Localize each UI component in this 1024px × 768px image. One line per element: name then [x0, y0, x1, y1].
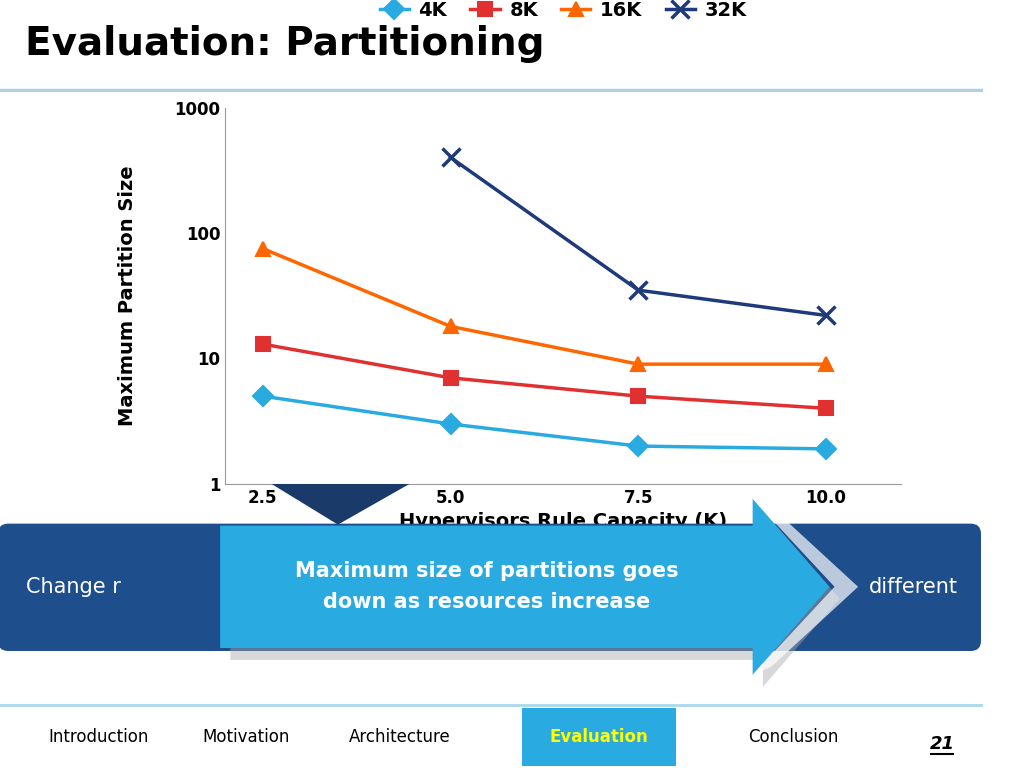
Text: 21: 21	[930, 735, 954, 753]
Text: Change r: Change r	[26, 578, 121, 598]
32K	[820, 311, 833, 320]
Text: Introduction: Introduction	[48, 728, 148, 746]
4K	[257, 392, 269, 401]
Text: Evaluation: Evaluation	[550, 728, 648, 746]
16K	[257, 244, 269, 253]
Text: down as resources increase: down as resources increase	[323, 592, 650, 612]
Line: 8K: 8K	[256, 337, 833, 415]
Text: different: different	[868, 578, 957, 598]
FancyBboxPatch shape	[522, 708, 676, 766]
Legend: 4K, 8K, 16K, 32K: 4K, 8K, 16K, 32K	[372, 0, 755, 28]
32K	[444, 153, 457, 162]
32K	[632, 286, 644, 295]
FancyBboxPatch shape	[0, 524, 981, 651]
Text: Conclusion: Conclusion	[749, 728, 839, 746]
Text: Maximum size of partitions goes: Maximum size of partitions goes	[295, 561, 678, 581]
Text: Motivation: Motivation	[202, 728, 290, 746]
Line: 4K: 4K	[256, 389, 833, 456]
Polygon shape	[230, 511, 840, 687]
4K	[820, 444, 833, 453]
16K	[820, 359, 833, 369]
Text: Architecture: Architecture	[348, 728, 451, 746]
Line: 32K: 32K	[441, 148, 835, 324]
Polygon shape	[271, 484, 410, 525]
4K	[444, 419, 457, 429]
Text: Evaluation: Partitioning: Evaluation: Partitioning	[25, 25, 544, 63]
4K	[632, 442, 644, 451]
Polygon shape	[753, 498, 858, 675]
X-axis label: Hypervisors Rule Capacity (K): Hypervisors Rule Capacity (K)	[399, 512, 727, 531]
8K	[820, 404, 833, 413]
Y-axis label: Maximum Partition Size: Maximum Partition Size	[119, 165, 137, 426]
16K	[632, 359, 644, 369]
8K	[257, 339, 269, 349]
Line: 16K: 16K	[256, 242, 833, 371]
8K	[632, 392, 644, 401]
8K	[444, 373, 457, 382]
16K	[444, 322, 457, 331]
Polygon shape	[220, 498, 829, 675]
